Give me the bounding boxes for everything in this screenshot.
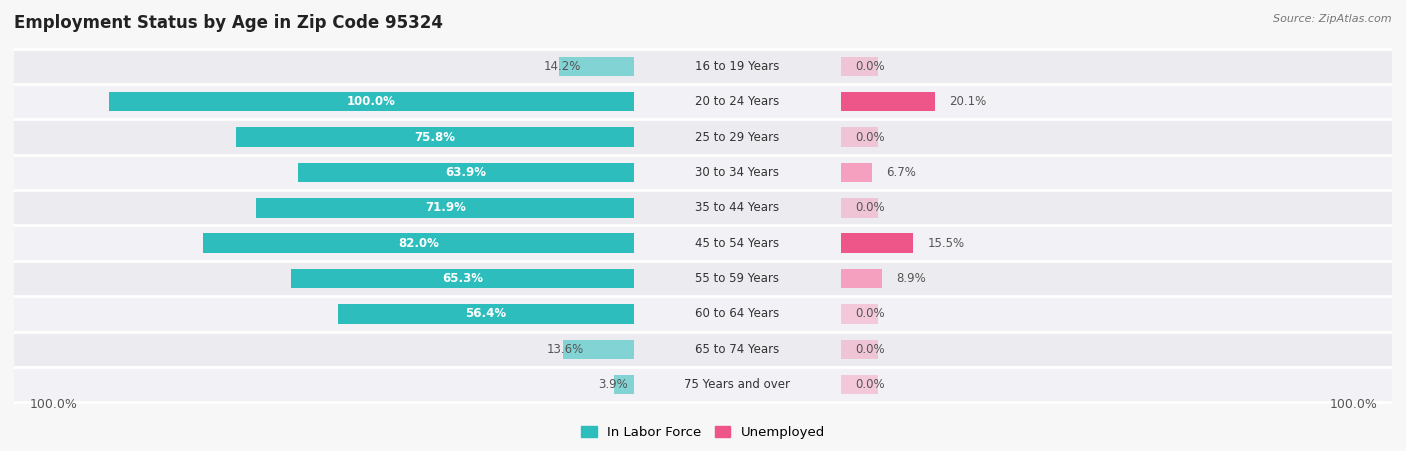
Text: 25 to 29 Years: 25 to 29 Years <box>696 131 779 143</box>
FancyBboxPatch shape <box>841 261 1392 296</box>
Text: 56.4%: 56.4% <box>465 308 506 320</box>
Bar <box>841 127 879 147</box>
FancyBboxPatch shape <box>634 296 841 331</box>
Text: 63.9%: 63.9% <box>446 166 486 179</box>
Bar <box>841 375 879 395</box>
Text: 0.0%: 0.0% <box>855 201 884 214</box>
FancyBboxPatch shape <box>634 332 841 367</box>
FancyBboxPatch shape <box>14 226 634 261</box>
Bar <box>841 56 879 76</box>
Text: 65 to 74 Years: 65 to 74 Years <box>696 343 779 356</box>
FancyBboxPatch shape <box>841 190 1392 226</box>
FancyBboxPatch shape <box>841 367 1392 402</box>
Bar <box>560 56 634 76</box>
FancyBboxPatch shape <box>634 261 841 296</box>
Text: 20.1%: 20.1% <box>949 95 986 108</box>
Bar <box>298 163 634 182</box>
FancyBboxPatch shape <box>634 120 841 155</box>
Text: 20 to 24 Years: 20 to 24 Years <box>696 95 779 108</box>
Text: 30 to 34 Years: 30 to 34 Years <box>696 166 779 179</box>
Text: 71.9%: 71.9% <box>425 201 465 214</box>
Bar <box>613 375 634 395</box>
Bar <box>337 304 634 324</box>
Bar <box>841 304 879 324</box>
FancyBboxPatch shape <box>841 49 1392 84</box>
FancyBboxPatch shape <box>14 120 634 155</box>
Text: 8.9%: 8.9% <box>897 272 927 285</box>
Bar <box>108 92 634 111</box>
FancyBboxPatch shape <box>634 84 841 119</box>
FancyBboxPatch shape <box>14 332 634 367</box>
Text: 13.6%: 13.6% <box>547 343 583 356</box>
Bar <box>841 198 879 217</box>
FancyBboxPatch shape <box>634 49 841 84</box>
FancyBboxPatch shape <box>841 120 1392 155</box>
Text: Employment Status by Age in Zip Code 95324: Employment Status by Age in Zip Code 953… <box>14 14 443 32</box>
Text: 14.2%: 14.2% <box>544 60 581 73</box>
Legend: In Labor Force, Unemployed: In Labor Force, Unemployed <box>575 421 831 444</box>
Text: 65.3%: 65.3% <box>441 272 484 285</box>
Bar <box>204 234 634 253</box>
Text: 100.0%: 100.0% <box>347 95 396 108</box>
Text: 0.0%: 0.0% <box>855 60 884 73</box>
FancyBboxPatch shape <box>14 367 634 402</box>
Text: 3.9%: 3.9% <box>598 378 627 391</box>
Text: 6.7%: 6.7% <box>886 166 915 179</box>
Bar <box>256 198 634 217</box>
Text: 0.0%: 0.0% <box>855 308 884 320</box>
Text: 45 to 54 Years: 45 to 54 Years <box>696 237 779 250</box>
FancyBboxPatch shape <box>14 296 634 331</box>
Bar <box>841 234 912 253</box>
Text: Source: ZipAtlas.com: Source: ZipAtlas.com <box>1274 14 1392 23</box>
Bar <box>236 127 634 147</box>
Text: 55 to 59 Years: 55 to 59 Years <box>696 272 779 285</box>
FancyBboxPatch shape <box>841 155 1392 190</box>
FancyBboxPatch shape <box>14 155 634 190</box>
FancyBboxPatch shape <box>841 296 1392 331</box>
FancyBboxPatch shape <box>841 332 1392 367</box>
Text: 0.0%: 0.0% <box>855 343 884 356</box>
Text: 15.5%: 15.5% <box>927 237 965 250</box>
Text: 82.0%: 82.0% <box>398 237 439 250</box>
FancyBboxPatch shape <box>634 226 841 261</box>
Text: 60 to 64 Years: 60 to 64 Years <box>696 308 779 320</box>
FancyBboxPatch shape <box>841 226 1392 261</box>
Bar <box>841 269 883 288</box>
Bar <box>562 340 634 359</box>
FancyBboxPatch shape <box>14 190 634 226</box>
Text: 0.0%: 0.0% <box>855 131 884 143</box>
Text: 35 to 44 Years: 35 to 44 Years <box>696 201 779 214</box>
FancyBboxPatch shape <box>841 84 1392 119</box>
Bar <box>841 92 935 111</box>
FancyBboxPatch shape <box>14 261 634 296</box>
Text: 75.8%: 75.8% <box>415 131 456 143</box>
FancyBboxPatch shape <box>14 49 634 84</box>
FancyBboxPatch shape <box>634 155 841 190</box>
FancyBboxPatch shape <box>14 84 634 119</box>
Text: 100.0%: 100.0% <box>30 398 77 410</box>
Text: 16 to 19 Years: 16 to 19 Years <box>695 60 780 73</box>
FancyBboxPatch shape <box>634 367 841 402</box>
Bar <box>841 163 872 182</box>
Bar <box>841 340 879 359</box>
Text: 75 Years and over: 75 Years and over <box>685 378 790 391</box>
Text: 0.0%: 0.0% <box>855 378 884 391</box>
FancyBboxPatch shape <box>634 190 841 226</box>
Bar <box>291 269 634 288</box>
Text: 100.0%: 100.0% <box>1330 398 1378 410</box>
